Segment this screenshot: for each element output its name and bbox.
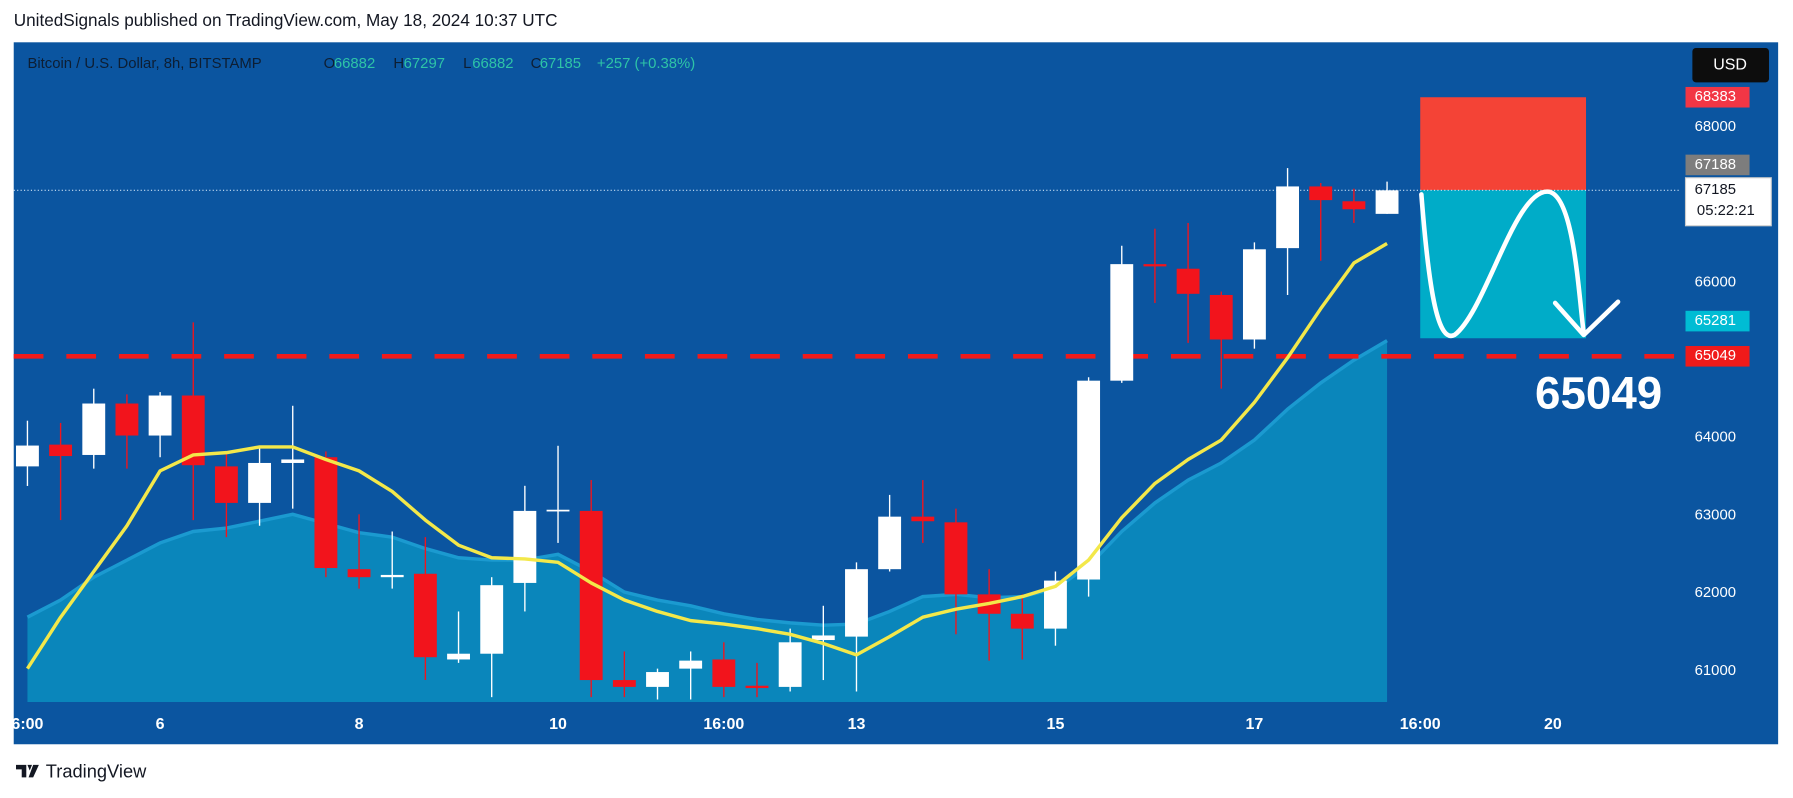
candle-body <box>679 660 703 669</box>
ohlc-letter: C <box>531 56 542 72</box>
y-tick-label: 68000 <box>1695 119 1736 135</box>
candle-body <box>546 509 570 512</box>
candle-body <box>745 685 769 689</box>
candle-body <box>49 444 73 457</box>
candle-body <box>1276 186 1300 249</box>
candle-body <box>314 457 338 569</box>
candle-body <box>944 522 968 595</box>
candle-body <box>148 395 172 436</box>
x-tick-label: 17 <box>1246 716 1264 733</box>
ohlc-value: 67185 <box>540 56 581 72</box>
publish-info: UnitedSignals published on TradingView.c… <box>14 10 558 30</box>
candle-body <box>579 510 603 681</box>
candle-body <box>1143 264 1167 267</box>
candle-body <box>380 574 404 578</box>
candle-body <box>1044 580 1067 629</box>
ma-area-line <box>26 339 1388 627</box>
bar-countdown: 05:22:21 <box>1697 203 1755 219</box>
candle-body <box>115 403 139 436</box>
candle-body <box>1010 613 1034 629</box>
candle-body <box>447 653 470 660</box>
candle-body <box>480 585 504 654</box>
ohlc-letter: H <box>393 56 404 72</box>
candle-body <box>347 569 371 578</box>
currency-label[interactable]: USD <box>1713 56 1747 73</box>
price-label-box <box>1685 345 1750 367</box>
brand-logo <box>16 764 39 778</box>
candle-body <box>646 672 669 687</box>
symbol-name: Bitcoin / U.S. Dollar, 8h, BITSTAMP <box>27 56 261 72</box>
x-tick-label: 20 <box>1544 716 1562 733</box>
candle-body <box>712 659 736 687</box>
candle-body <box>878 516 902 570</box>
plot-area: 6100062000630006400065000660006700068000… <box>11 86 1772 733</box>
y-tick-label: 64000 <box>1695 430 1736 446</box>
target-zone <box>1420 190 1587 339</box>
x-tick-label: 13 <box>848 716 866 733</box>
price-label: 65281 <box>1695 313 1736 329</box>
y-tick-label: 61000 <box>1695 663 1736 679</box>
candle-body <box>1209 294 1233 340</box>
price-label-box <box>1685 310 1750 332</box>
price-label-box <box>1685 154 1750 176</box>
y-tick-label: 66000 <box>1695 274 1736 290</box>
price-label: 65049 <box>1695 348 1736 364</box>
price-change: +257 (+0.38%) <box>597 56 695 72</box>
candle-body <box>248 462 272 503</box>
candle-body <box>214 466 238 503</box>
candle-body <box>1176 268 1200 294</box>
y-tick-label: 63000 <box>1695 507 1736 523</box>
ohlc-letter: O <box>324 56 336 72</box>
ohlc-value: 66882 <box>472 56 513 72</box>
last-price-box <box>1684 177 1772 227</box>
stop-zone <box>1420 97 1587 191</box>
candle-body <box>82 403 106 455</box>
forecast-arrow <box>1419 189 1587 339</box>
price-label: 68383 <box>1695 89 1736 105</box>
x-tick-label: 8 <box>355 716 364 733</box>
currency-button[interactable] <box>1692 48 1769 83</box>
forecast-arrowhead <box>1552 299 1621 338</box>
candle-body <box>181 395 205 466</box>
x-tick-label: 16:00 <box>1400 716 1441 733</box>
candle-body <box>281 459 305 463</box>
candle-body <box>811 635 835 641</box>
x-tick-label: 15 <box>1047 716 1065 733</box>
candle-body <box>612 680 636 687</box>
x-tick-label: 6:00 <box>11 716 43 733</box>
candle-body <box>1375 190 1399 214</box>
ohlc-letter: L <box>463 56 471 72</box>
candle-body <box>413 573 437 658</box>
x-tick-label: 10 <box>549 716 567 733</box>
brand-name: TradingView <box>46 761 147 782</box>
ohlc-value: 67297 <box>404 56 445 72</box>
ma-line <box>26 242 1388 670</box>
candle-body <box>16 445 39 467</box>
candle-body <box>513 510 537 583</box>
candle-body <box>1242 249 1266 340</box>
support-annotation: 65049 <box>1535 367 1662 418</box>
x-tick-label: 6 <box>156 716 165 733</box>
candle-body <box>1110 264 1134 381</box>
ohlc-value: 66882 <box>334 56 375 72</box>
candle-body <box>911 516 935 522</box>
candle-body <box>1342 201 1366 210</box>
last-price-label: 67185 <box>1695 182 1736 198</box>
candle-body <box>1077 380 1101 580</box>
candle-body <box>778 642 802 687</box>
candle-body <box>845 569 868 637</box>
candle-body <box>1309 186 1333 201</box>
y-tick-label: 62000 <box>1695 585 1736 601</box>
price-label-box <box>1685 86 1750 108</box>
x-tick-label: 16:00 <box>703 716 744 733</box>
price-label: 67188 <box>1695 157 1736 173</box>
